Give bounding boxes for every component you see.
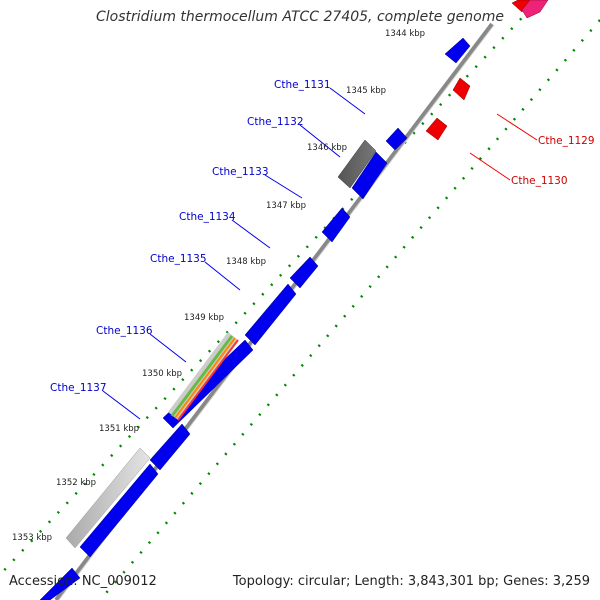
gene-label-cthe-1135[interactable]: Cthe_1135 bbox=[150, 253, 207, 265]
cds-reverse-pink bbox=[521, 0, 549, 19]
cds-reverse bbox=[452, 77, 471, 101]
leader-cthe-1130 bbox=[469, 152, 511, 181]
cds-reverse bbox=[511, 0, 531, 13]
cds-forward bbox=[321, 207, 351, 243]
feature-stripe-green bbox=[170, 335, 234, 417]
cds-forward bbox=[244, 283, 297, 346]
leader-cthe-1137 bbox=[102, 390, 141, 420]
gene-label-cthe-1136[interactable]: Cthe_1136 bbox=[96, 325, 153, 337]
cds-forward bbox=[351, 151, 388, 200]
cds-forward bbox=[289, 256, 319, 289]
accession-text: Accession: NC_009012 bbox=[9, 574, 157, 589]
outer-tick-ring bbox=[0, 0, 541, 577]
kbp-label: 1350 kbp bbox=[142, 369, 182, 379]
leader-cthe-1134 bbox=[231, 219, 271, 249]
kbp-label: 1353 kbp bbox=[12, 533, 52, 543]
gene-labels: Cthe_1131 Cthe_1132 Cthe_1133 Cthe_1134 … bbox=[50, 79, 595, 394]
feature-dark-gray bbox=[337, 139, 377, 189]
cds-forward bbox=[39, 567, 81, 600]
cds-forward bbox=[149, 423, 191, 471]
cds-forward bbox=[385, 127, 408, 151]
gene-label-cthe-1133[interactable]: Cthe_1133 bbox=[212, 166, 269, 178]
misc-feature-track bbox=[65, 139, 377, 549]
cds-reverse bbox=[425, 117, 448, 141]
feature-stripe-red bbox=[177, 339, 239, 421]
kbp-label: 1345 kbp bbox=[346, 86, 386, 96]
leader-cthe-1131 bbox=[329, 87, 366, 115]
feature-light-gray bbox=[65, 447, 151, 549]
gene-label-cthe-1137[interactable]: Cthe_1137 bbox=[50, 382, 107, 394]
cds-forward bbox=[444, 37, 471, 64]
leader-cthe-1135 bbox=[204, 261, 241, 291]
leader-cthe-1129 bbox=[496, 113, 538, 141]
gene-label-cthe-1129[interactable]: Cthe_1129 bbox=[538, 135, 595, 147]
kbp-label: 1346 kbp bbox=[307, 143, 347, 153]
gene-label-cthe-1131[interactable]: Cthe_1131 bbox=[274, 79, 331, 91]
leader-cthe-1133 bbox=[264, 174, 303, 199]
inner-tick-ring bbox=[99, 19, 600, 600]
gene-label-cthe-1130[interactable]: Cthe_1130 bbox=[511, 175, 568, 187]
gene-label-cthe-1132[interactable]: Cthe_1132 bbox=[247, 116, 304, 128]
cds-forward bbox=[79, 463, 159, 558]
kbp-label: 1348 kbp bbox=[226, 257, 266, 267]
map-title: Clostridium thermocellum ATCC 27405, com… bbox=[96, 9, 504, 25]
kbp-label: 1351 kbp bbox=[99, 424, 139, 434]
label-leaders bbox=[102, 87, 538, 420]
kbp-labels: 1344 kbp 1345 kbp 1346 kbp 1347 kbp 1348… bbox=[12, 29, 425, 543]
leader-cthe-1132 bbox=[299, 124, 341, 158]
genome-summary-text: Topology: circular; Length: 3,843,301 bp… bbox=[232, 574, 590, 589]
leader-cthe-1136 bbox=[149, 333, 187, 363]
kbp-label: 1344 kbp bbox=[385, 29, 425, 39]
gene-label-cthe-1134[interactable]: Cthe_1134 bbox=[179, 211, 236, 223]
feature-stripe-orange bbox=[174, 337, 236, 419]
kbp-label: 1352 kbp bbox=[56, 478, 96, 488]
kbp-label: 1349 kbp bbox=[184, 313, 224, 323]
kbp-label: 1347 kbp bbox=[266, 201, 306, 211]
forward-cds-track bbox=[39, 37, 471, 600]
reverse-cds-track bbox=[425, 0, 549, 141]
